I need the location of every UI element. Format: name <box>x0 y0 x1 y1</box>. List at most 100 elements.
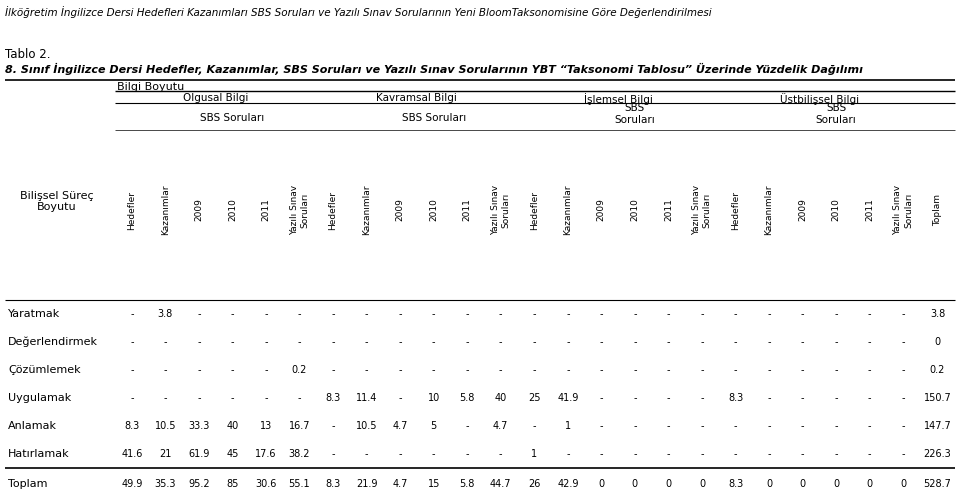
Text: -: - <box>466 365 468 375</box>
Text: 1: 1 <box>531 449 538 459</box>
Text: Anlamak: Anlamak <box>8 421 57 431</box>
Text: -: - <box>767 365 771 375</box>
Text: 0: 0 <box>867 479 873 489</box>
Text: Hedefler: Hedefler <box>731 191 740 230</box>
Text: SBS Soruları: SBS Soruları <box>401 113 466 123</box>
Text: 0: 0 <box>800 479 805 489</box>
Text: -: - <box>365 449 369 459</box>
Text: -: - <box>432 365 436 375</box>
Text: -: - <box>901 393 905 403</box>
Text: -: - <box>801 421 804 431</box>
Text: Yazılı Sınav
Soruları: Yazılı Sınav Soruları <box>491 185 511 235</box>
Text: 150.7: 150.7 <box>924 393 951 403</box>
Text: Hedefler: Hedefler <box>328 191 338 230</box>
Text: -: - <box>466 337 468 347</box>
Text: -: - <box>666 365 670 375</box>
Text: 30.6: 30.6 <box>255 479 276 489</box>
Text: 0: 0 <box>833 479 839 489</box>
Text: 10.5: 10.5 <box>356 421 377 431</box>
Text: -: - <box>868 365 872 375</box>
Text: 2011: 2011 <box>261 199 271 222</box>
Text: -: - <box>432 449 436 459</box>
Text: SBS
Soruları: SBS Soruları <box>816 103 856 125</box>
Text: -: - <box>700 393 704 403</box>
Text: -: - <box>499 449 502 459</box>
Text: Kazanımlar: Kazanımlar <box>764 185 774 235</box>
Text: 13: 13 <box>260 421 272 431</box>
Text: -: - <box>767 421 771 431</box>
Text: -: - <box>365 337 369 347</box>
Text: 42.9: 42.9 <box>557 479 579 489</box>
Text: 49.9: 49.9 <box>121 479 142 489</box>
Text: 45: 45 <box>227 449 239 459</box>
Text: -: - <box>130 337 133 347</box>
Text: -: - <box>264 309 268 319</box>
Text: -: - <box>868 393 872 403</box>
Text: -: - <box>398 393 402 403</box>
Text: -: - <box>298 393 301 403</box>
Text: -: - <box>230 393 234 403</box>
Text: -: - <box>264 337 268 347</box>
Text: 11.4: 11.4 <box>356 393 377 403</box>
Text: -: - <box>634 393 636 403</box>
Text: 2011: 2011 <box>664 199 673 222</box>
Text: -: - <box>901 337 905 347</box>
Text: 0: 0 <box>665 479 671 489</box>
Text: -: - <box>666 449 670 459</box>
Text: 8.3: 8.3 <box>325 479 341 489</box>
Text: -: - <box>499 309 502 319</box>
Text: 55.1: 55.1 <box>289 479 310 489</box>
Text: Yazılı Sınav
Soruları: Yazılı Sınav Soruları <box>894 185 913 235</box>
Text: -: - <box>600 365 603 375</box>
Text: Olgusal Bilgi: Olgusal Bilgi <box>183 93 249 103</box>
Text: 5.8: 5.8 <box>460 479 475 489</box>
Text: -: - <box>365 309 369 319</box>
Text: Hedefler: Hedefler <box>530 191 539 230</box>
Text: -: - <box>801 309 804 319</box>
Text: 4.7: 4.7 <box>393 479 408 489</box>
Text: -: - <box>197 393 201 403</box>
Text: -: - <box>499 337 502 347</box>
Text: 2010: 2010 <box>631 199 639 222</box>
Text: -: - <box>533 421 536 431</box>
Text: -: - <box>834 309 838 319</box>
Text: -: - <box>600 337 603 347</box>
Text: -: - <box>868 309 872 319</box>
Text: -: - <box>733 449 737 459</box>
Text: 8.3: 8.3 <box>124 421 139 431</box>
Text: -: - <box>432 309 436 319</box>
Text: 41.6: 41.6 <box>121 449 142 459</box>
Text: -: - <box>533 337 536 347</box>
Text: -: - <box>298 309 301 319</box>
Text: -: - <box>398 309 402 319</box>
Text: 15: 15 <box>427 479 440 489</box>
Text: 528.7: 528.7 <box>924 479 951 489</box>
Text: -: - <box>901 309 905 319</box>
Text: -: - <box>163 337 167 347</box>
Text: 0.2: 0.2 <box>930 365 946 375</box>
Text: 5: 5 <box>430 421 437 431</box>
Text: -: - <box>365 365 369 375</box>
Text: Bilişsel Süreç
Boyutu: Bilişsel Süreç Boyutu <box>20 191 94 212</box>
Text: 25: 25 <box>528 393 540 403</box>
Text: 21.9: 21.9 <box>356 479 377 489</box>
Text: Toplam: Toplam <box>8 479 47 489</box>
Text: -: - <box>634 421 636 431</box>
Text: 2011: 2011 <box>463 199 471 222</box>
Text: -: - <box>600 449 603 459</box>
Text: 0: 0 <box>699 479 705 489</box>
Text: 5.8: 5.8 <box>460 393 475 403</box>
Text: -: - <box>634 309 636 319</box>
Text: -: - <box>700 337 704 347</box>
Text: -: - <box>432 337 436 347</box>
Text: 8. Sınıf İngilizce Dersi Hedefler, Kazanımlar, SBS Soruları ve Yazılı Sınav Soru: 8. Sınıf İngilizce Dersi Hedefler, Kazan… <box>5 63 863 75</box>
Text: 26: 26 <box>528 479 540 489</box>
Text: 2011: 2011 <box>865 199 875 222</box>
Text: 85: 85 <box>227 479 239 489</box>
Text: 2009: 2009 <box>194 199 204 222</box>
Text: Toplam: Toplam <box>933 194 942 226</box>
Text: -: - <box>801 365 804 375</box>
Text: 95.2: 95.2 <box>188 479 209 489</box>
Text: -: - <box>533 309 536 319</box>
Text: Kazanımlar: Kazanımlar <box>161 185 170 235</box>
